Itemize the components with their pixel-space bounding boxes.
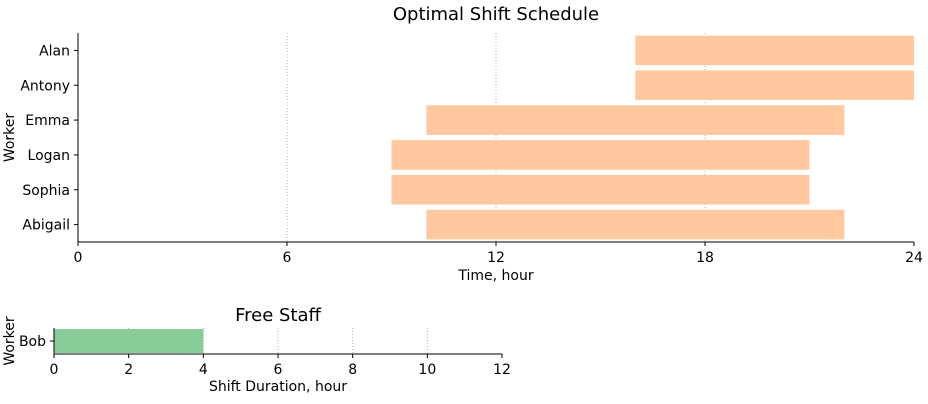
panel1-x-tick-label: 0 bbox=[74, 250, 83, 266]
panel2-x-tick-label: 6 bbox=[274, 362, 283, 378]
panel1-title: Optimal Shift Schedule bbox=[393, 4, 599, 25]
panel1-y-axis-label: Worker bbox=[2, 113, 18, 163]
panel1-x-tick-label: 6 bbox=[283, 250, 292, 266]
panel1-y-tick-label: Abigail bbox=[22, 218, 70, 234]
panel1-bar-logan bbox=[391, 140, 810, 170]
panel1-bar-antony bbox=[635, 70, 914, 101]
panel1-y-tick-label: Alan bbox=[39, 43, 70, 59]
panel1-x-tick-label: 24 bbox=[905, 250, 923, 266]
panel1-y-tick-label: Sophia bbox=[22, 183, 70, 199]
panel1-bar-emma bbox=[426, 105, 845, 135]
panel1-y-tick-label: Logan bbox=[28, 148, 70, 164]
panel1-bar-alan bbox=[635, 35, 914, 66]
panel2-y-tick-label: Bob bbox=[19, 334, 46, 350]
panel2-x-tick-label: 12 bbox=[493, 362, 511, 378]
panel2-x-axis-label: Shift Duration, hour bbox=[209, 379, 347, 395]
panel1-bar-abigail bbox=[426, 209, 845, 240]
panel2-x-tick-label: 8 bbox=[348, 362, 357, 378]
panel2-y-axis-label: Worker bbox=[2, 316, 18, 366]
panel2-x-tick-label: 4 bbox=[199, 362, 208, 378]
panel1-x-tick-label: 18 bbox=[696, 250, 714, 266]
panel2-title: Free Staff bbox=[235, 305, 321, 326]
panel1-x-axis-label: Time, hour bbox=[457, 268, 533, 284]
panel2-bar-bob bbox=[54, 329, 204, 353]
panel1-bar-sophia bbox=[391, 174, 810, 205]
panel1-x-tick-label: 12 bbox=[487, 250, 505, 266]
panel1-y-tick-label: Antony bbox=[20, 78, 70, 94]
panel1-y-tick-label: Emma bbox=[25, 113, 70, 129]
panel2-x-tick-label: 10 bbox=[418, 362, 436, 378]
panel2-x-tick-label: 2 bbox=[124, 362, 133, 378]
panel2-x-tick-label: 0 bbox=[50, 362, 59, 378]
